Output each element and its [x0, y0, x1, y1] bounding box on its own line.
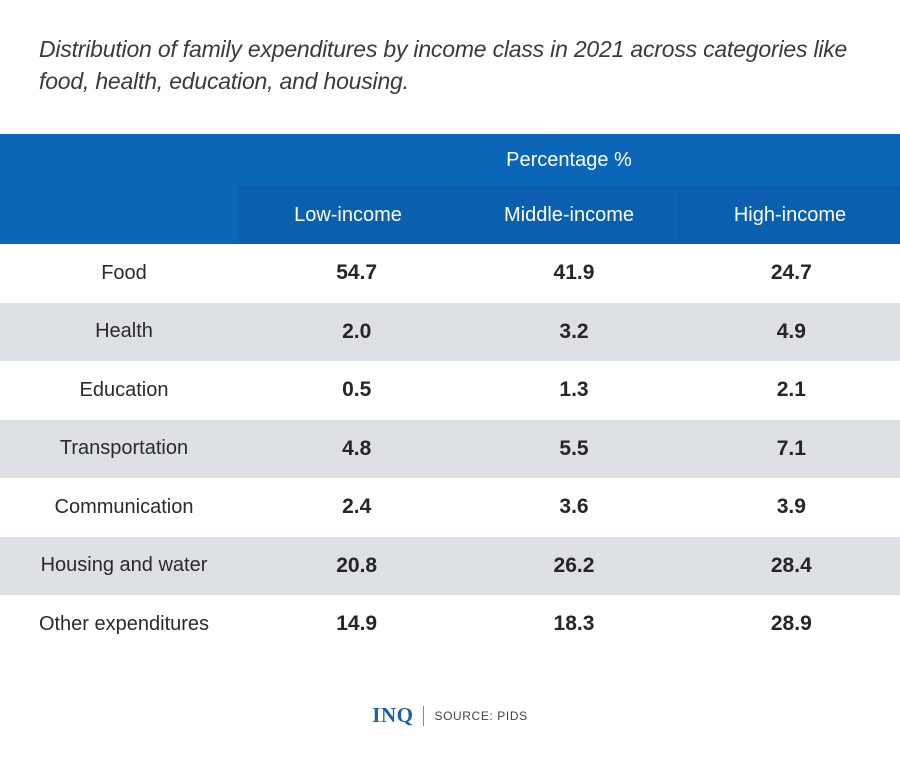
header-columns: Low-income Middle-income High-income [238, 186, 900, 244]
table-row: Other expenditures 14.9 18.3 28.9 [0, 595, 900, 654]
footer: INQ SOURCE: PIDS [0, 703, 900, 728]
row-category: Transportation [59, 437, 189, 460]
cell-value: 4.8 [342, 436, 372, 460]
header-group-label: Percentage % [506, 148, 632, 171]
table-header: Percentage % Low-income Middle-income Hi… [0, 134, 900, 244]
table-body: Food 54.7 41.9 24.7 Health 2.0 3.2 4.9 Education… [0, 244, 900, 654]
cell-value: 24.7 [770, 261, 812, 285]
cell-value: 18.3 [553, 612, 595, 636]
cell-value: 2.4 [342, 495, 372, 519]
cell-value: 28.4 [770, 553, 812, 577]
cell-value: 54.7 [336, 261, 378, 285]
cell-value: 4.9 [776, 319, 806, 343]
cell-value: 3.9 [776, 495, 806, 519]
table-row: Health 2.0 3.2 4.9 [0, 302, 900, 361]
cell-value: 28.9 [770, 612, 812, 636]
footer-divider [423, 705, 425, 726]
chart-title: Distribution of family expenditures by i… [39, 36, 848, 94]
inq-logo: INQ [372, 703, 414, 727]
expenditure-table: Percentage % Low-income Middle-income Hi… [0, 134, 900, 654]
row-category: Food [101, 261, 147, 284]
cell-value: 2.1 [776, 378, 806, 402]
cell-value: 5.5 [559, 436, 589, 460]
cell-value: 3.6 [559, 495, 589, 519]
cell-value: 20.8 [336, 553, 378, 577]
cell-value: 0.5 [342, 378, 372, 402]
column-header-low-income: Low-income [294, 203, 402, 226]
table-row: Transportation 4.8 5.5 7.1 [0, 419, 900, 478]
table-row: Food 54.7 41.9 24.7 [0, 244, 900, 303]
column-header-middle-income: Middle-income [458, 186, 679, 244]
source-label: SOURCE: PIDS [434, 708, 528, 723]
cell-value: 26.2 [553, 553, 595, 577]
cell-value: 14.9 [336, 612, 378, 636]
cell-value: 1.3 [559, 378, 589, 402]
cell-value: 7.1 [776, 436, 806, 460]
column-header-high-income: High-income [679, 186, 900, 244]
cell-value: 41.9 [553, 261, 595, 285]
table-row: Communication 2.4 3.6 3.9 [0, 478, 900, 537]
table-row: Housing and water 20.8 26.2 28.4 [0, 536, 900, 595]
table-row: Education 0.5 1.3 2.1 [0, 361, 900, 420]
row-category: Health [95, 320, 153, 343]
cell-value: 2.0 [342, 319, 372, 343]
row-category: Education [79, 378, 169, 401]
row-category: Other expenditures [38, 612, 210, 635]
row-category: Communication [54, 495, 194, 518]
cell-value: 3.2 [559, 319, 589, 343]
row-category: Housing and water [40, 554, 208, 577]
